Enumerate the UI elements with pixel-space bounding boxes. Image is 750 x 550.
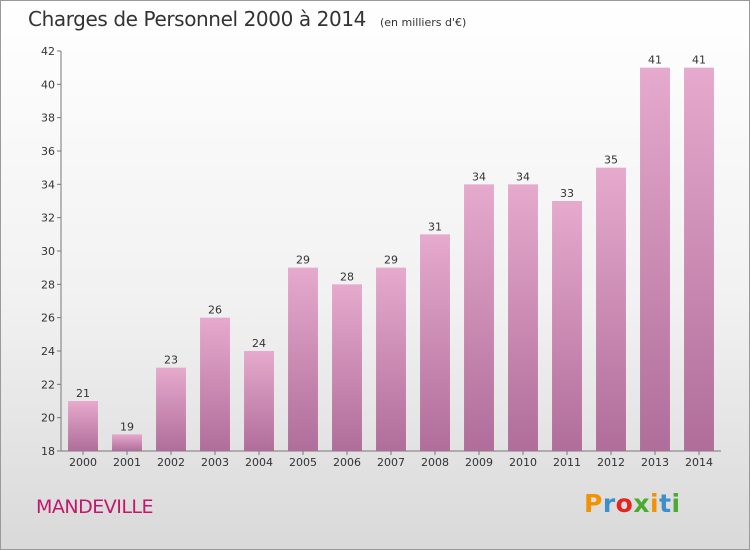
y-tick-label: 22 [41, 378, 55, 391]
y-tick-label: 30 [41, 245, 55, 258]
bar [68, 401, 98, 451]
x-tick-label: 2013 [641, 456, 669, 469]
city-name: MANDEVILLE [36, 496, 154, 518]
x-tick-label: 2008 [421, 456, 449, 469]
proxiti-logo: Proxiti [584, 489, 681, 518]
bar-value-label: 29 [296, 254, 310, 267]
logo-letter: P [584, 489, 603, 518]
bar-value-label: 34 [472, 170, 486, 183]
bar-value-label: 21 [76, 387, 90, 400]
x-tick-label: 2005 [289, 456, 317, 469]
x-tick-label: 2009 [465, 456, 493, 469]
bar-value-label: 23 [164, 354, 178, 367]
y-tick-label: 32 [41, 212, 55, 225]
y-tick-label: 28 [41, 278, 55, 291]
bar-value-label: 35 [604, 154, 618, 167]
bar [640, 67, 670, 452]
x-tick-label: 2012 [597, 456, 625, 469]
chart-title: Charges de Personnel 2000 à 2014 (en mill… [28, 7, 466, 31]
logo-letter: o [615, 489, 634, 518]
x-tick-label: 2010 [509, 456, 537, 469]
bar [420, 234, 450, 451]
chart-subtitle: (en milliers d'€) [379, 16, 467, 29]
bar-value-label: 28 [340, 270, 354, 283]
x-tick-label: 2007 [377, 456, 405, 469]
y-tick-label: 24 [41, 345, 55, 358]
bar [244, 351, 274, 451]
x-tick-label: 2001 [113, 456, 141, 469]
y-tick-label: 42 [41, 45, 55, 58]
bar [112, 434, 142, 451]
logo-letter: r [602, 489, 616, 518]
logo-letter: i [650, 489, 660, 518]
y-tick-label: 18 [41, 445, 55, 458]
bar [156, 367, 186, 451]
bar [332, 284, 362, 451]
bar [552, 201, 582, 451]
y-tick-label: 36 [41, 145, 55, 158]
logo-letter: i [671, 489, 681, 518]
bar [376, 267, 406, 451]
bar-value-label: 19 [120, 420, 134, 433]
bar-value-label: 26 [208, 304, 222, 317]
bar [684, 67, 714, 452]
x-tick-label: 2011 [553, 456, 581, 469]
x-tick-label: 2002 [157, 456, 185, 469]
bar-value-label: 33 [560, 187, 574, 200]
logo-letter: x [633, 489, 650, 518]
y-tick-label: 20 [41, 412, 55, 425]
bar [288, 267, 318, 451]
bar [508, 184, 538, 452]
logo-letter: t [659, 489, 672, 518]
x-tick-label: 2014 [685, 456, 713, 469]
bar-value-label: 41 [648, 54, 662, 67]
bar [464, 184, 494, 452]
bar [200, 317, 230, 451]
y-tick-label: 40 [41, 78, 55, 91]
bar-value-label: 34 [516, 170, 530, 183]
chart-title-text: Charges de Personnel 2000 à 2014 [28, 7, 366, 31]
x-tick-label: 2000 [69, 456, 97, 469]
y-tick-label: 34 [41, 178, 55, 191]
y-tick-label: 26 [41, 312, 55, 325]
x-tick-label: 2003 [201, 456, 229, 469]
bar [596, 167, 626, 451]
bar-value-label: 24 [252, 337, 266, 350]
bar-value-label: 29 [384, 254, 398, 267]
bar-value-label: 41 [692, 54, 706, 67]
y-tick-label: 38 [41, 112, 55, 125]
x-tick-label: 2006 [333, 456, 361, 469]
bar-value-label: 31 [428, 220, 442, 233]
x-tick-label: 2004 [245, 456, 273, 469]
